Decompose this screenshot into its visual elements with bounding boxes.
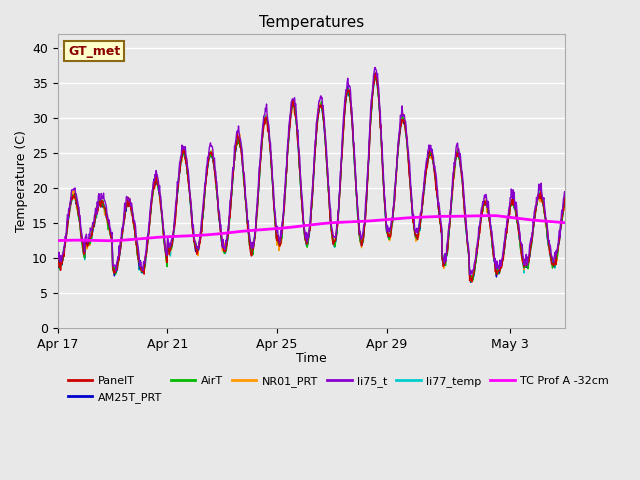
Title: Temperatures: Temperatures — [259, 15, 364, 30]
X-axis label: Time: Time — [296, 352, 327, 365]
Text: GT_met: GT_met — [68, 45, 120, 58]
Y-axis label: Temperature (C): Temperature (C) — [15, 130, 28, 232]
Legend: PanelT, AM25T_PRT, AirT, NR01_PRT, li75_t, li77_temp, TC Prof A -32cm: PanelT, AM25T_PRT, AirT, NR01_PRT, li75_… — [63, 372, 614, 407]
